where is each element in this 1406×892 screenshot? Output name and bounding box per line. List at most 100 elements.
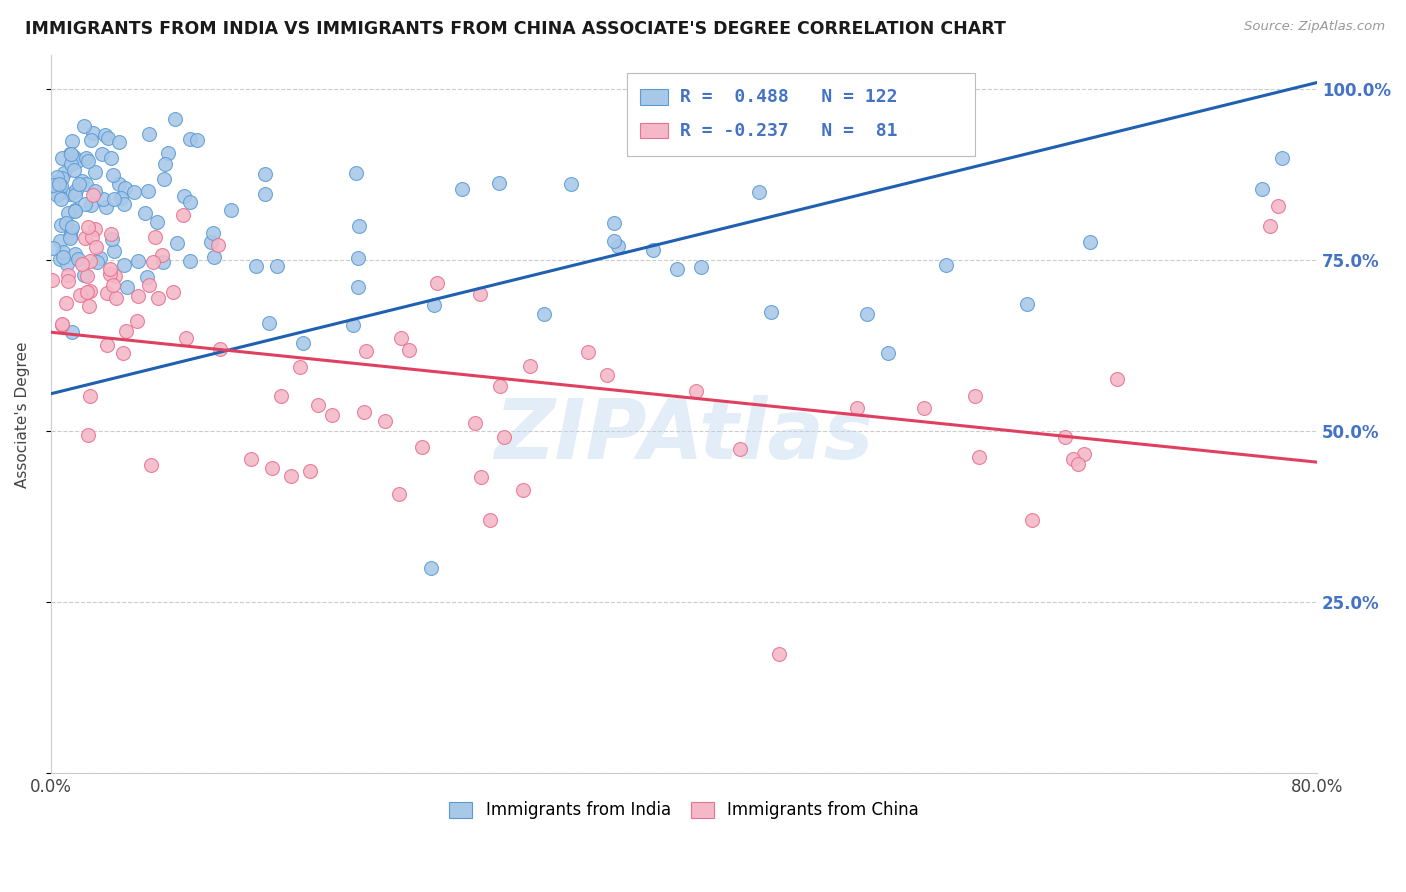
Point [65,154,87,169]
Point [533,307,555,321]
Point [84,184,107,198]
Point [45,169,67,184]
Point [115,324,138,338]
Point [846,401,869,415]
Point [77,299,100,313]
Point [101,232,124,246]
Point [346,251,368,265]
Point [42,178,65,192]
Point [912,401,935,415]
Point [60,219,83,234]
Point [82,187,104,202]
Point [63,150,86,164]
Point [179,195,201,210]
Point [1062,452,1084,467]
Point [239,452,262,467]
Point [344,166,367,180]
Point [59,157,82,171]
Point [347,280,370,294]
Point [204,250,226,264]
Point [44,175,66,189]
Point [488,176,510,190]
Point [51,151,73,165]
Point [104,269,127,284]
Point [56,206,79,220]
Point [489,378,512,392]
Point [1250,181,1272,195]
Point [60,325,83,339]
Point [108,135,131,149]
Point [89,251,111,265]
Point [146,291,169,305]
Point [98,267,121,281]
Point [114,180,136,194]
Point [51,317,73,331]
Point [877,345,900,359]
Point [388,487,411,501]
Point [51,171,73,186]
Point [1107,371,1129,385]
Point [690,260,713,274]
Point [748,185,770,199]
Point [270,389,292,403]
Point [108,178,131,192]
Point [856,307,879,321]
Y-axis label: Associate's Degree: Associate's Degree [15,341,30,488]
Point [41,272,63,286]
Point [73,120,96,134]
Point [112,258,135,272]
Point [49,192,72,206]
Point [103,192,125,206]
Point [470,469,492,483]
Point [374,414,396,428]
Point [179,132,201,146]
Point [90,147,112,161]
Point [63,203,86,218]
Point [163,112,186,126]
Point [82,126,104,140]
Text: R =  0.488   N = 122: R = 0.488 N = 122 [681,87,897,106]
Point [104,291,127,305]
Point [759,304,782,318]
Point [685,384,707,398]
Point [75,151,97,165]
Point [356,344,378,359]
Point [174,331,197,345]
Text: IMMIGRANTS FROM INDIA VS IMMIGRANTS FROM CHINA ASSOCIATE'S DEGREE CORRELATION CH: IMMIGRANTS FROM INDIA VS IMMIGRANTS FROM… [25,20,1007,37]
Point [492,430,515,444]
Point [79,284,101,298]
Point [162,285,184,299]
Point [307,398,329,412]
Point [76,154,98,169]
Point [935,258,957,272]
Point [254,167,277,181]
Point [398,343,420,357]
Point [200,235,222,250]
Point [59,223,82,237]
Point [173,189,195,203]
Point [65,247,87,261]
Point [77,219,100,234]
Point [93,192,115,206]
Point [512,483,534,498]
Point [97,130,120,145]
Point [266,259,288,273]
Point [103,244,125,259]
Point [49,235,72,249]
Point [603,234,626,248]
Point [419,561,441,575]
Point [96,286,118,301]
Point [76,285,98,300]
Legend: Immigrants from India, Immigrants from China: Immigrants from India, Immigrants from C… [443,795,925,826]
Point [59,147,82,161]
Point [253,186,276,201]
Point [1073,447,1095,461]
Point [519,359,541,373]
Point [94,128,117,143]
Point [42,241,65,255]
Point [153,157,176,171]
Point [75,177,97,191]
Point [150,248,173,262]
Point [127,289,149,303]
Point [560,177,582,191]
